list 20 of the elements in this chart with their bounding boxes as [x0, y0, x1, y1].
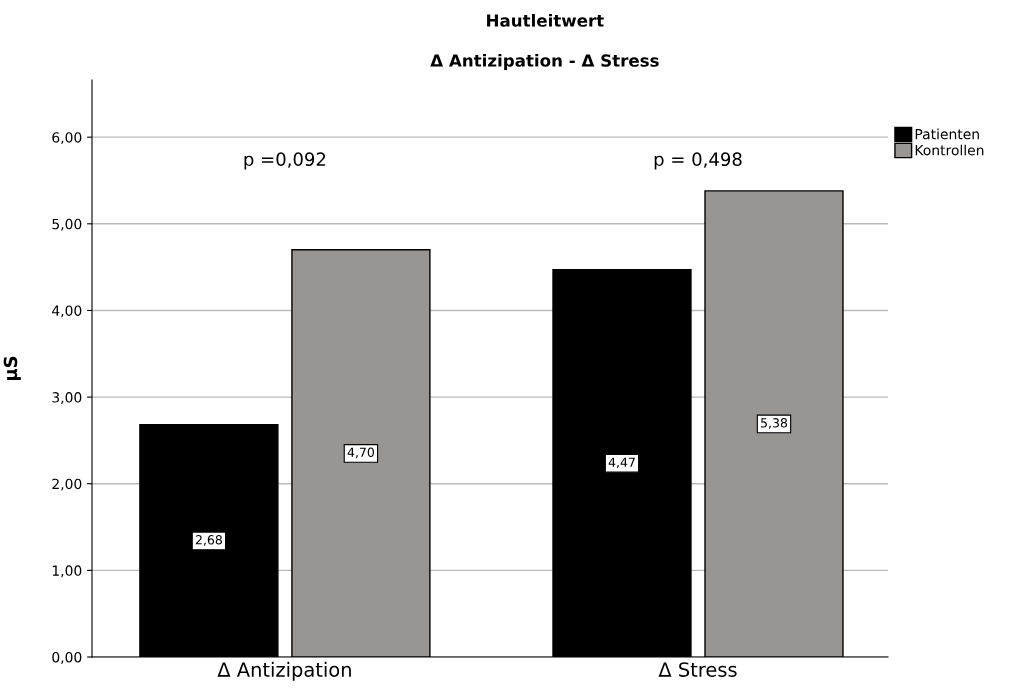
chart-title: Hautleitwert — [487, 13, 604, 27]
chart-subtitle: Δ Antizipation - Δ Stress — [430, 53, 659, 71]
data-label: 4,70 — [347, 447, 374, 459]
y-tick-label: 4,00 — [52, 305, 82, 318]
data-label: 4,47 — [608, 457, 635, 469]
x-tick-label: Δ Antizipation — [217, 661, 351, 681]
y-tick-label: 5,00 — [52, 218, 82, 231]
y-axis-title: µS — [3, 356, 21, 381]
data-label: 2,68 — [195, 535, 222, 546]
y-tick-label: 3,00 — [52, 392, 82, 404]
y-tick-label: 1,00 — [52, 565, 82, 578]
x-tick-label: Δ Stress — [658, 662, 737, 677]
y-tick-label: 0,00 — [52, 651, 82, 664]
annotation: p =0,092 — [244, 152, 326, 170]
legend-label: Patienten — [915, 128, 979, 140]
data-label: 5,38 — [761, 418, 788, 429]
y-tick-label: 2,00 — [52, 478, 82, 491]
annotation: p = 0,498 — [654, 152, 742, 170]
legend-label: Kontrollen — [915, 144, 984, 156]
y-tick-label: 6,00 — [52, 132, 82, 145]
